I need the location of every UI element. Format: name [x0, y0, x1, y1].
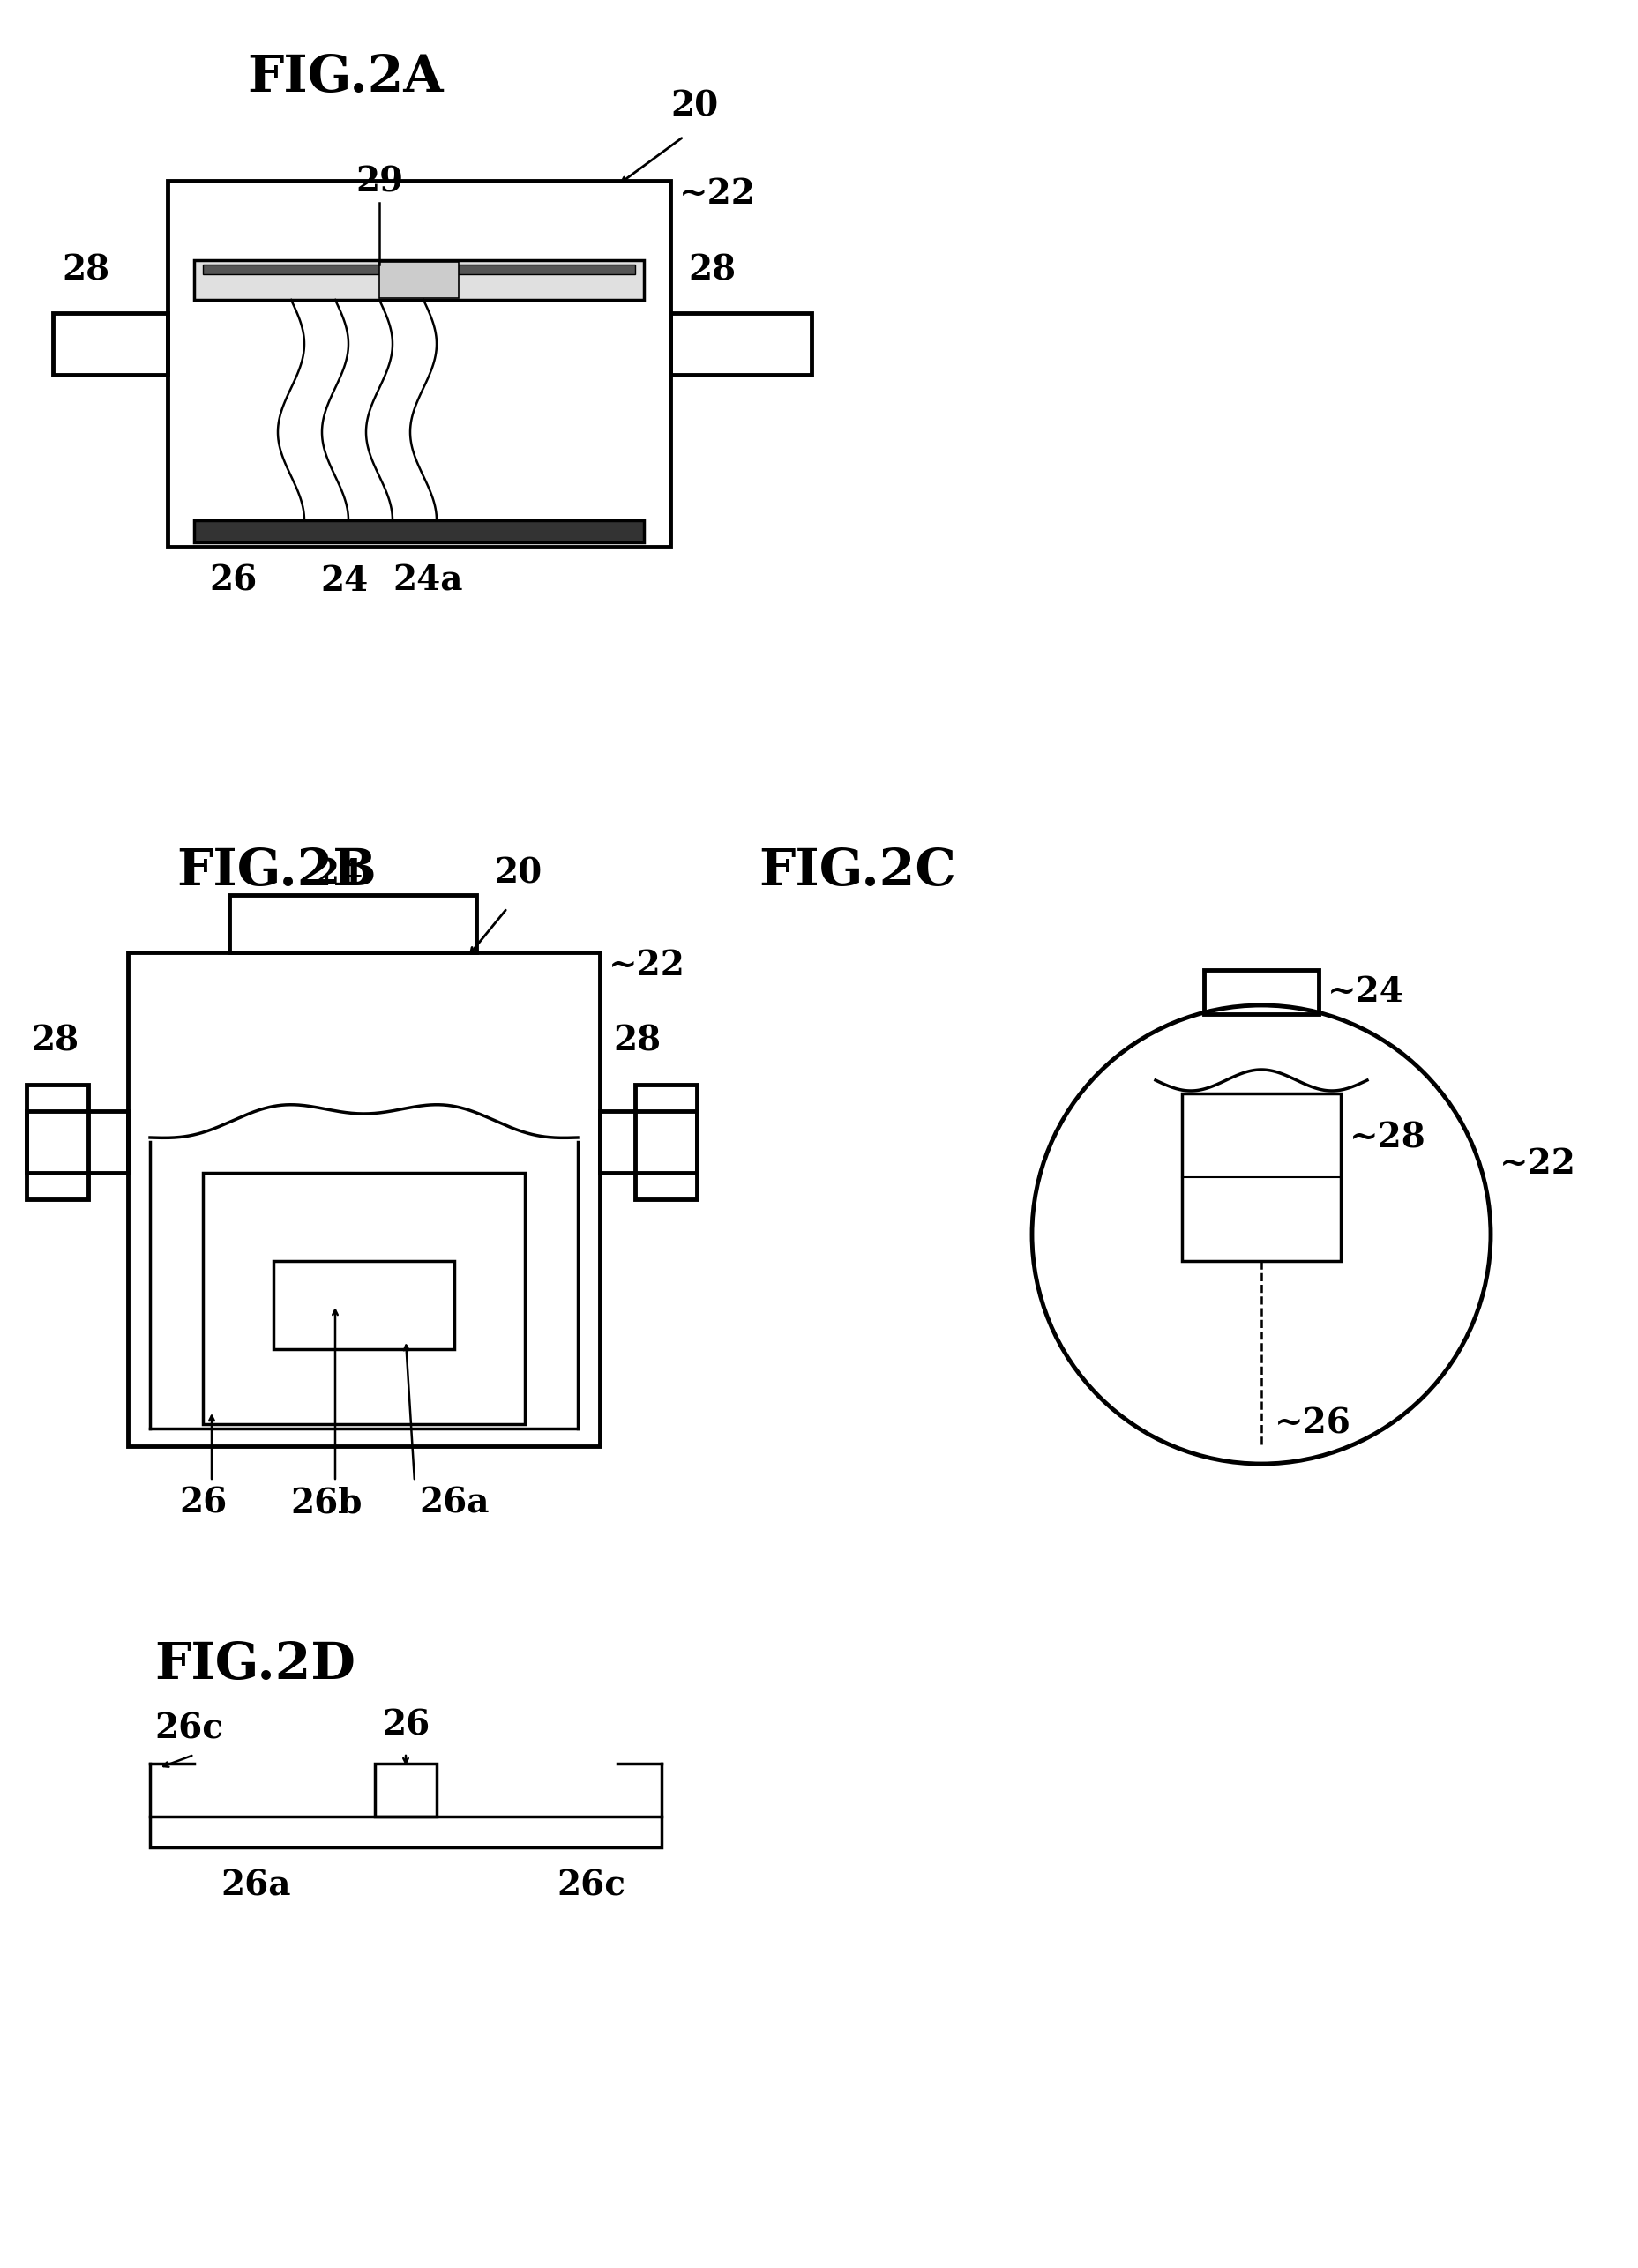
Text: FIG.2D: FIG.2D [154, 1640, 355, 1690]
Text: 20: 20 [670, 91, 717, 122]
Text: ~22: ~22 [1499, 1148, 1576, 1182]
Bar [26, 1084, 88, 1200]
Text: 26: 26 [210, 565, 257, 599]
Text: FIG.2A: FIG.2A [247, 52, 444, 102]
Text: 28: 28 [31, 1025, 79, 1059]
Text: ~22: ~22 [609, 948, 685, 982]
Text: 28: 28 [62, 254, 110, 286]
Text: 26c: 26c [557, 1869, 626, 1903]
Bar [375, 1765, 437, 1817]
Bar [203, 265, 636, 274]
Bar [670, 313, 811, 374]
Bar [193, 519, 644, 542]
Bar [167, 181, 670, 547]
Bar [128, 953, 600, 1447]
Text: 24a: 24a [393, 565, 464, 599]
Bar [229, 896, 477, 953]
Text: FIG.2B: FIG.2B [177, 846, 377, 896]
Text: 28: 28 [688, 254, 735, 286]
Bar [151, 1817, 662, 1848]
Bar [380, 261, 459, 297]
Text: 26a: 26a [419, 1486, 490, 1520]
Bar [52, 313, 167, 374]
Text: 26c: 26c [154, 1712, 223, 1746]
Text: ~28: ~28 [1350, 1120, 1427, 1154]
Text: 28: 28 [613, 1025, 660, 1059]
Bar [636, 1084, 696, 1200]
Text: ~22: ~22 [680, 177, 755, 211]
Text: 26b: 26b [290, 1486, 362, 1520]
Text: 20: 20 [495, 857, 542, 891]
Text: ~26: ~26 [1274, 1408, 1351, 1440]
Bar [26, 1111, 128, 1173]
Text: 26: 26 [382, 1708, 429, 1742]
Text: FIG.2C: FIG.2C [758, 846, 957, 896]
Text: ~24: ~24 [1327, 975, 1404, 1009]
Text: 26a: 26a [221, 1869, 292, 1903]
Bar [600, 1111, 696, 1173]
Bar [193, 261, 644, 299]
Text: 24: 24 [316, 857, 364, 891]
Text: 24: 24 [319, 565, 369, 599]
Bar [274, 1261, 454, 1349]
Bar [203, 1173, 524, 1424]
Text: 26: 26 [179, 1486, 226, 1520]
Bar [1183, 1093, 1342, 1261]
Bar [1204, 971, 1319, 1014]
Text: 29: 29 [355, 166, 403, 197]
